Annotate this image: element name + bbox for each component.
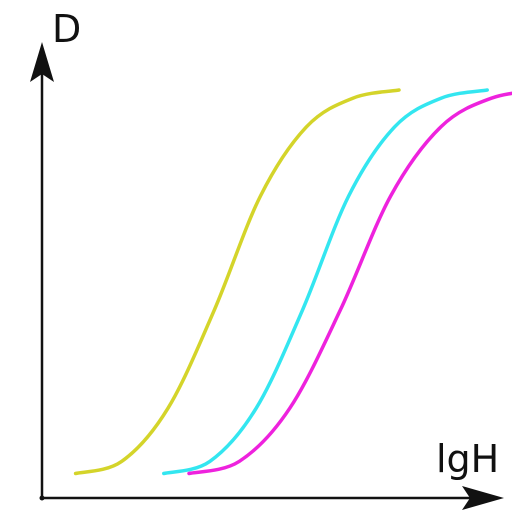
y-axis-arrow [30,42,54,82]
series-3-curve [187,91,512,476]
series-2-curve [162,88,489,476]
series-1-curve [73,88,401,476]
y-axis-label: D [52,7,81,51]
x-axis-label: lgH [436,437,499,481]
x-axis-arrow [462,486,504,510]
origin-dot [39,495,45,501]
plot-area [73,88,512,476]
